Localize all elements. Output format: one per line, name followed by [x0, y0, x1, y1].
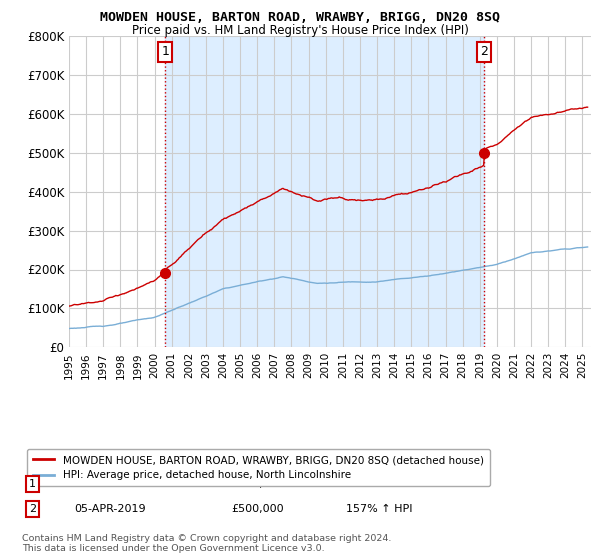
Text: 1: 1 [161, 45, 169, 58]
Text: 1: 1 [29, 479, 36, 489]
Text: 18-AUG-2000: 18-AUG-2000 [74, 479, 149, 489]
Text: 05-APR-2019: 05-APR-2019 [74, 504, 146, 514]
Text: 157% ↑ HPI: 157% ↑ HPI [346, 504, 412, 514]
Text: 2: 2 [480, 45, 488, 58]
Legend: MOWDEN HOUSE, BARTON ROAD, WRAWBY, BRIGG, DN20 8SQ (detached house), HPI: Averag: MOWDEN HOUSE, BARTON ROAD, WRAWBY, BRIGG… [27, 449, 490, 487]
Text: Price paid vs. HM Land Registry's House Price Index (HPI): Price paid vs. HM Land Registry's House … [131, 24, 469, 36]
Text: £190,000: £190,000 [231, 479, 284, 489]
Text: MOWDEN HOUSE, BARTON ROAD, WRAWBY, BRIGG, DN20 8SQ: MOWDEN HOUSE, BARTON ROAD, WRAWBY, BRIGG… [100, 11, 500, 24]
Text: 175% ↑ HPI: 175% ↑ HPI [346, 479, 412, 489]
Text: 2: 2 [29, 504, 36, 514]
Text: Contains HM Land Registry data © Crown copyright and database right 2024.
This d: Contains HM Land Registry data © Crown c… [22, 534, 391, 553]
Bar [165, 36, 484, 347]
Text: £500,000: £500,000 [231, 504, 283, 514]
